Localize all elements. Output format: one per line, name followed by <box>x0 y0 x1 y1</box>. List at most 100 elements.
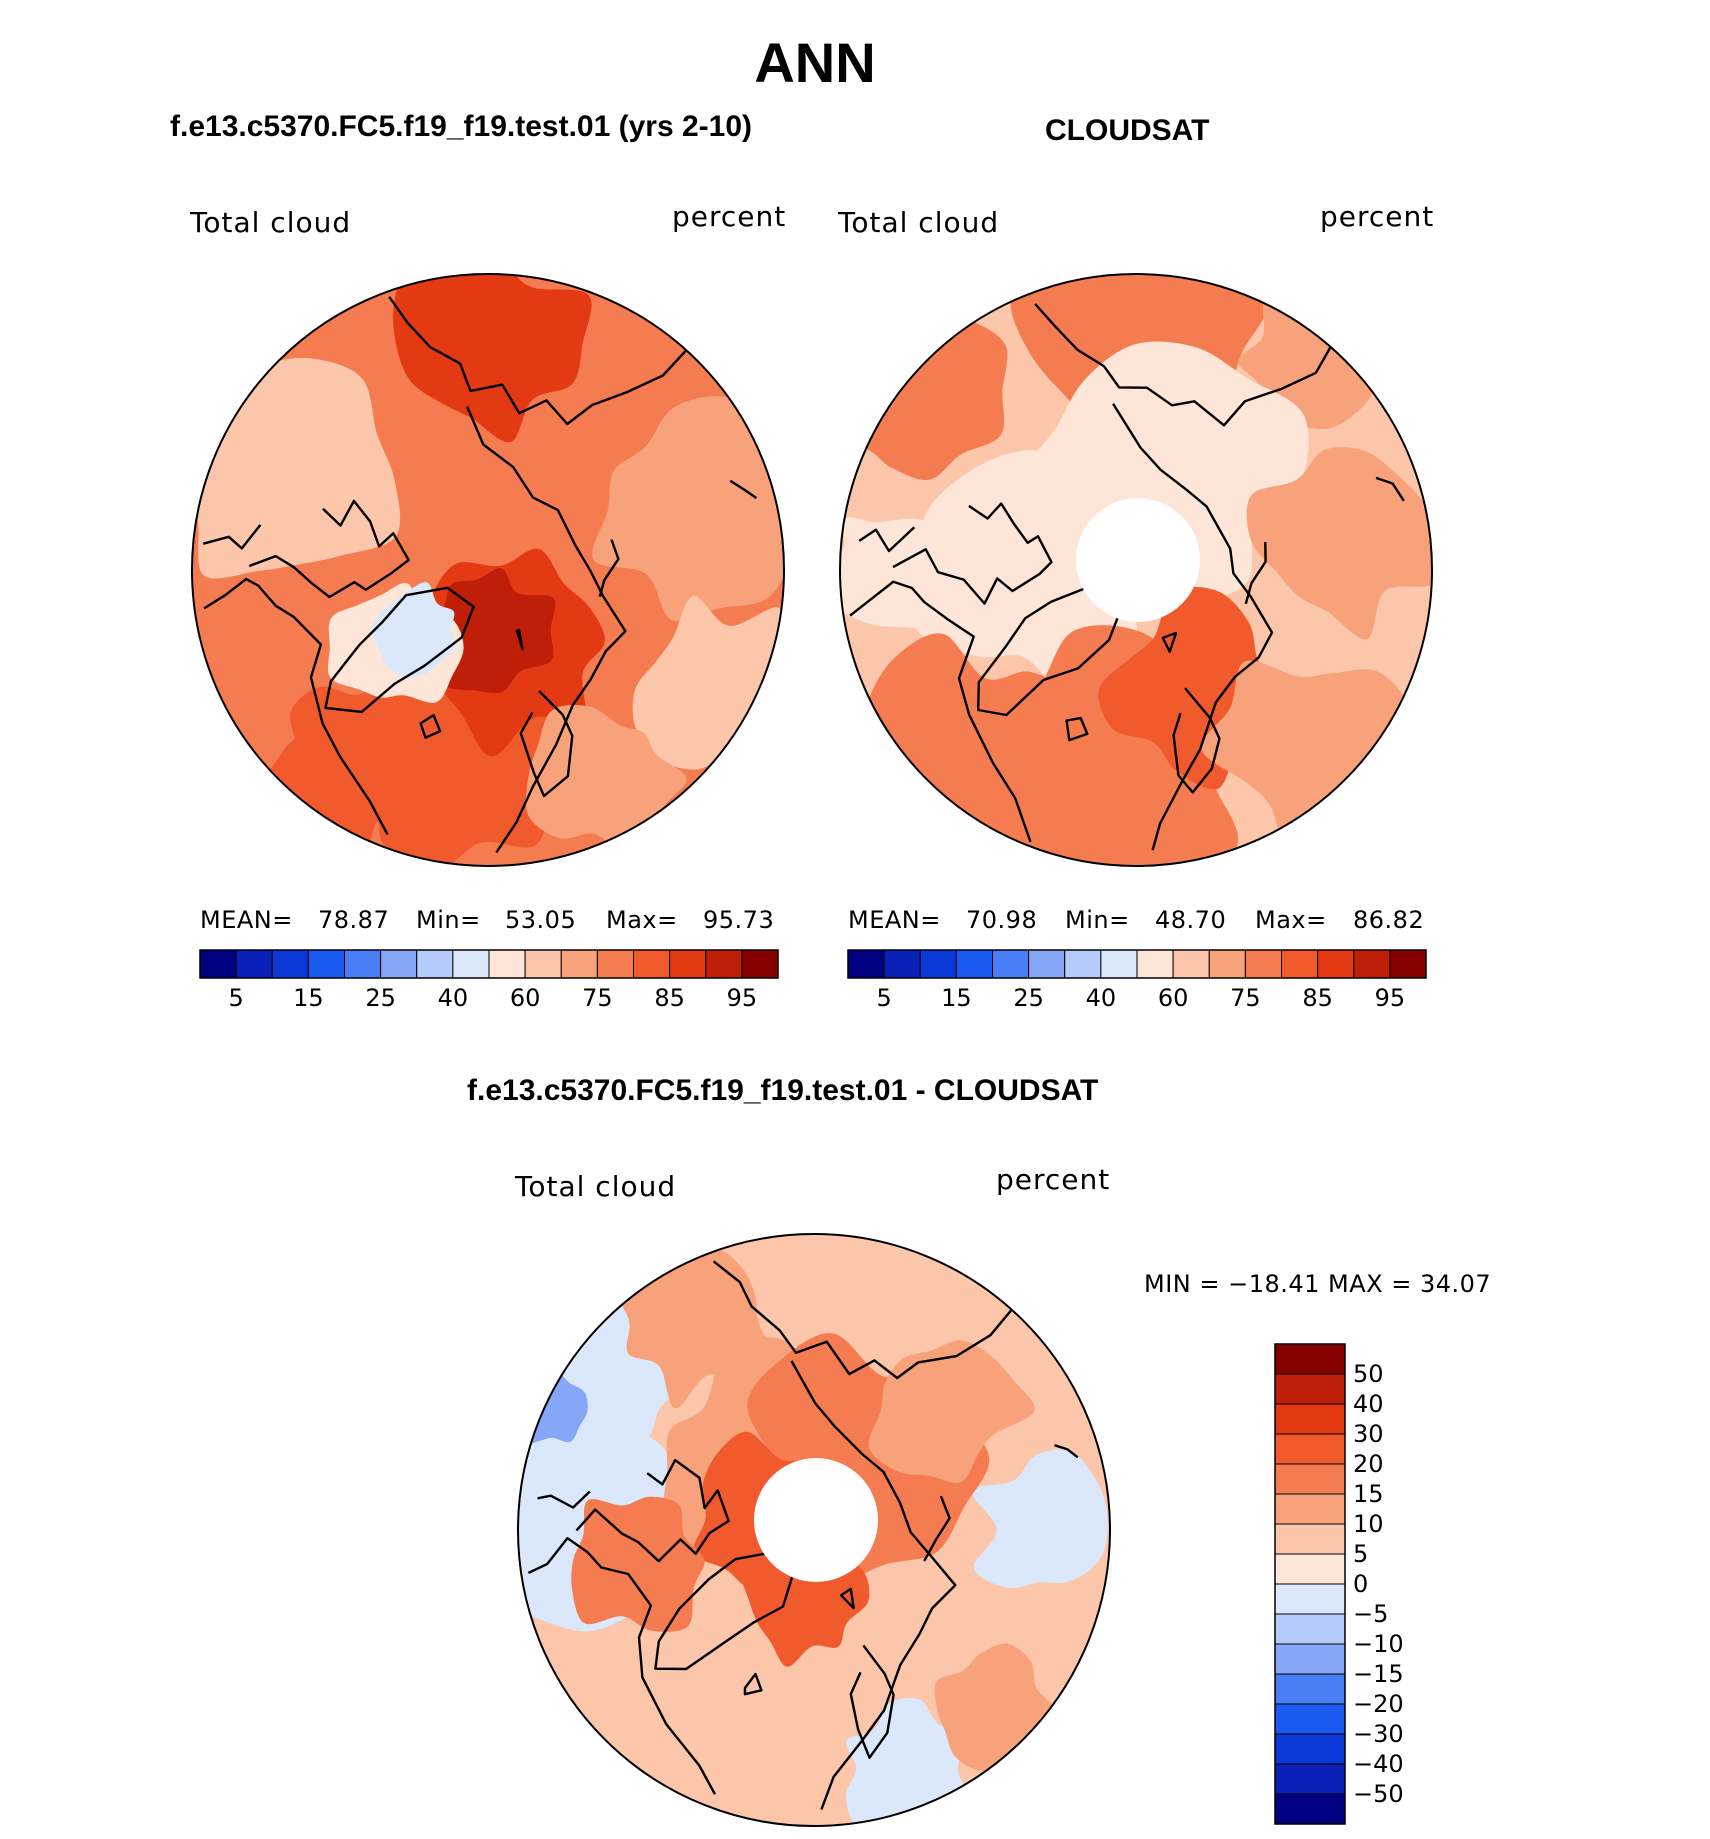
panel2-coastline-labrador <box>858 526 916 553</box>
panel2-colorbar-tick: 25 <box>1013 984 1044 1012</box>
panel3-colorbar-bin <box>1274 1493 1346 1525</box>
panel3-colorbar-bin <box>1274 1523 1346 1555</box>
panel3-contour-region <box>571 1496 705 1632</box>
panel3-colorbar-bin <box>1274 1793 1346 1825</box>
panel2-contour-region <box>840 516 940 629</box>
panel1-colorbar-bin <box>633 949 671 979</box>
panel2-mean-label: MEAN= <box>848 906 941 934</box>
panel1-coastline-iceland <box>419 713 442 739</box>
panel3-colorbar-bin <box>1274 1463 1346 1495</box>
panel3-colorbar-bin <box>1274 1403 1346 1435</box>
panel1-colorbar-bin <box>307 949 345 979</box>
panel3-colorbar-bin <box>1274 1763 1346 1795</box>
panel1-colorbar-tick: 5 <box>228 984 243 1012</box>
panel3-colorbar-bin <box>1274 1733 1346 1765</box>
panel1-colorbar-tick: 15 <box>293 984 324 1012</box>
panel1-colorbar-bin <box>344 949 382 979</box>
panel2-colorbar-bin <box>1136 949 1174 979</box>
panel3-contour-region <box>868 1340 1035 1484</box>
panel3-colorbar-bin <box>1274 1433 1346 1465</box>
panel3-colorbar-frame <box>1274 1343 1346 1825</box>
panel1-contour-region <box>371 582 456 678</box>
panel3-colorbar-bin <box>1274 1703 1346 1735</box>
panel2-left-label: Total cloud <box>838 206 1000 239</box>
panel2-title: CLOUDSAT <box>1045 114 1210 147</box>
panel1-colorbar-tick: 25 <box>365 984 396 1012</box>
panel2-mean-value: 70.98 <box>966 906 1038 934</box>
panel2-colorbar-tick: 85 <box>1302 984 1333 1012</box>
panel3-contour-region <box>971 1449 1108 1589</box>
panel3-colorbar-tick: −5 <box>1353 1600 1388 1628</box>
panel2-contour-region <box>1246 447 1432 640</box>
figure-title: ANN <box>754 31 876 94</box>
panel1-max-value: 95.73 <box>703 906 775 934</box>
panel3-coastline-scandinavia <box>849 1644 895 1759</box>
panel1-coastline-novaya <box>598 539 620 597</box>
panel1-colorbar-bin <box>705 949 743 979</box>
panel2-colorbar-tick: 95 <box>1375 984 1406 1012</box>
panel2-colorbar-bin <box>955 949 993 979</box>
panel2-colorbar-tick: 40 <box>1086 984 1117 1012</box>
panel1-coastline-n-america <box>203 577 389 836</box>
panel1-colorbar-bin <box>271 949 309 979</box>
panel2-colorbar-bin <box>1208 949 1246 979</box>
panel1-colorbar-tick: 95 <box>727 984 758 1012</box>
panel1-coastline-labrador <box>202 524 262 550</box>
panel3-colorbar-bin <box>1274 1643 1346 1675</box>
panel1-coastline-svalbard <box>515 628 524 651</box>
panel2-colorbar-bin <box>919 949 957 979</box>
panel3-colorbar-tick: −40 <box>1353 1750 1404 1778</box>
panel1-colorbar-bin <box>452 949 490 979</box>
panel2-coastline-iceland <box>1065 716 1089 742</box>
panel1-coastline-archipelago <box>248 499 410 599</box>
panel1-colorbar-tick: 75 <box>582 984 613 1012</box>
panel2-min-label: Min= <box>1065 906 1130 934</box>
panel2-colorbar-bin <box>883 949 921 979</box>
panel1-coastline-eurasia <box>465 406 627 854</box>
panel1-contour-region <box>192 357 401 579</box>
panel2-colorbar-bin <box>1353 949 1391 979</box>
panel2-max-value: 86.82 <box>1353 906 1425 934</box>
panel2-pole-hole <box>1076 498 1200 622</box>
panel1-colorbar-bin <box>235 949 273 979</box>
panel1-colorbar-bin <box>524 949 562 979</box>
panel2-colorbar-tick: 15 <box>941 984 972 1012</box>
panel1-colorbar: 5 15 25 40 60 75 85 95 <box>199 949 779 1012</box>
panel3-colorbar-bin <box>1274 1673 1346 1705</box>
panel1-colorbar-bin <box>416 949 454 979</box>
panel3-coastline-siberia <box>712 1260 1019 1380</box>
panel3-colorbar-bin <box>1274 1553 1346 1585</box>
panel3-coastline-novaya <box>923 1495 951 1562</box>
panel3-colorbar-bin <box>1274 1343 1346 1375</box>
panel2-coastline-archipelago <box>892 502 1053 605</box>
panel2-colorbar-tick: 5 <box>876 984 891 1012</box>
panel2-colorbar-bin <box>1064 949 1102 979</box>
panel1-coastline-siberia <box>388 296 691 426</box>
panel2-colorbar-bin <box>1172 949 1210 979</box>
panel3-coastline-n-america <box>527 1537 717 1795</box>
panel3-coastline-archipelago <box>575 1458 730 1563</box>
panel2-contour-region <box>1201 660 1432 866</box>
panel1-colorbar-bin <box>741 949 779 979</box>
panel3-colorbar-tick: 5 <box>1353 1540 1368 1568</box>
panel3-title: f.e13.c5370.FC5.f19_f19.test.01 - CLOUDS… <box>467 1074 1099 1107</box>
panel1-mean-value: 78.87 <box>318 906 390 934</box>
panel3-right-label: percent <box>996 1163 1111 1196</box>
panel1-mean-label: MEAN= <box>200 906 293 934</box>
panel2-coastline-siberia <box>1034 303 1335 427</box>
panel1-coastline-greenland <box>324 586 475 714</box>
panel1-colorbar-frame <box>199 949 779 979</box>
panel3-colorbar-tick: 30 <box>1353 1420 1384 1448</box>
panel2-coastline-novaya <box>1244 541 1267 605</box>
panel2-map-border <box>839 273 1433 867</box>
panel3-left-label: Total cloud <box>515 1170 677 1203</box>
panel2-colorbar-bin <box>1389 949 1427 979</box>
panel1-colorbar-bin <box>596 949 634 979</box>
panel1-min-label: Min= <box>416 906 481 934</box>
panel1-colorbar-bin <box>560 949 598 979</box>
panel1-coastline-scandinavia <box>519 690 574 798</box>
panel1-right-label: percent <box>672 200 787 233</box>
panel2-max-label: Max= <box>1255 906 1327 934</box>
panel1-colorbar-bin <box>488 949 526 979</box>
